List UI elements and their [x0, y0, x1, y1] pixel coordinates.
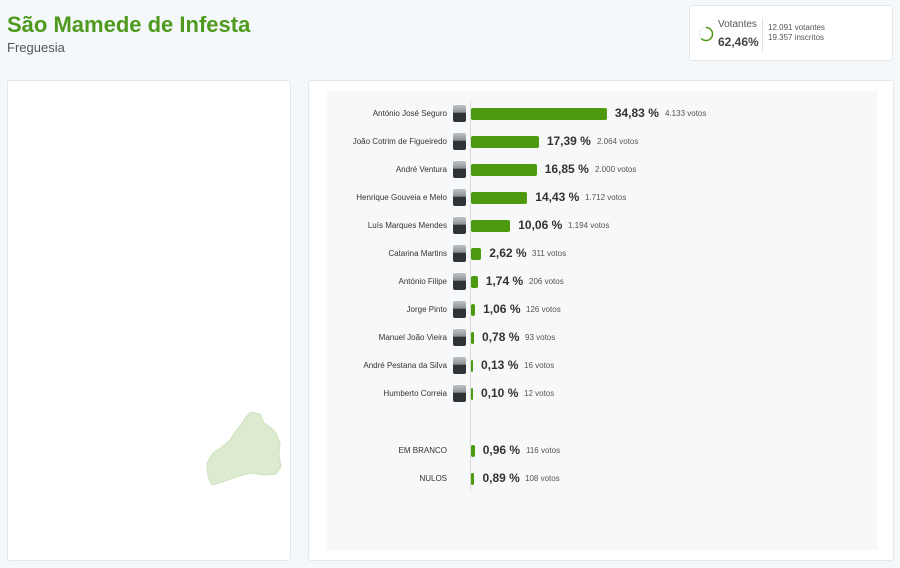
result-row[interactable]: Catarina Martins 2,62 % 311 votos	[327, 245, 877, 263]
result-percent: 0,78 %	[482, 330, 520, 344]
result-bar	[471, 164, 537, 176]
result-bar	[471, 304, 476, 316]
result-bar	[471, 220, 511, 232]
divider	[762, 18, 763, 52]
result-bar	[471, 276, 478, 288]
candidate-name: António Filipe	[398, 277, 447, 286]
result-percent: 0,10 %	[481, 386, 519, 400]
turnout-card: Votantes 62,46% 12.091 votantes 19.357 i…	[689, 5, 893, 61]
result-row[interactable]: Jorge Pinto 1,06 % 126 votos	[327, 301, 877, 319]
result-votes: 116 votos	[526, 446, 561, 455]
result-percent: 0,13 %	[481, 358, 519, 372]
result-row[interactable]: Manuel João Vieira 0,78 % 93 votos	[327, 329, 877, 347]
parish-map[interactable]	[8, 81, 292, 562]
candidate-photo	[453, 357, 466, 374]
result-bar	[471, 388, 473, 400]
result-percent: 0,89 %	[482, 471, 520, 485]
axis-line	[470, 101, 471, 491]
turnout-label: Votantes	[718, 19, 757, 30]
results-panel: António José Seguro 34,83 % 4.133 votos Joã…	[308, 80, 894, 561]
result-votes: 2.064 votos	[597, 137, 639, 146]
result-bar	[471, 192, 528, 204]
result-bar	[471, 473, 475, 485]
result-votes: 16 votos	[524, 361, 555, 370]
result-percent: 1,74 %	[485, 274, 524, 288]
result-bar	[471, 332, 475, 344]
result-percent: 1,06 %	[483, 302, 521, 316]
candidate-photo	[453, 161, 466, 178]
result-bar	[471, 360, 473, 372]
candidate-name: André Ventura	[395, 165, 447, 174]
registered-count: 19.357 inscritos	[768, 33, 825, 42]
candidate-name: Manuel João Vieira	[378, 333, 447, 342]
result-row[interactable]: Humberto Correia 0,10 % 12 votos	[327, 385, 877, 403]
result-percent: 14,43 %	[535, 190, 580, 204]
result-row[interactable]: Luís Marques Mendes 10,06 % 1.194 votos	[327, 217, 877, 235]
result-percent: 34,83 %	[614, 106, 659, 120]
candidate-photo	[453, 217, 466, 234]
result-votes: 206 votos	[529, 277, 564, 286]
candidate-name: EM BRANCO	[398, 446, 447, 455]
voters-count: 12.091 votantes	[768, 23, 825, 32]
candidate-name: Henrique Gouveia e Melo	[356, 193, 447, 202]
candidate-photo	[453, 385, 466, 402]
map-panel	[7, 80, 291, 561]
result-row[interactable]: André Pestana da Silva 0,13 % 16 votos	[327, 357, 877, 375]
result-row[interactable]: EM BRANCO 0,96 % 116 votos	[327, 442, 877, 460]
turnout-percent: 62,46%	[718, 35, 759, 49]
result-row[interactable]: António José Seguro 34,83 % 4.133 votos	[327, 105, 877, 123]
result-row[interactable]: João Cotrim de Figueiredo 17,39 % 2.064 vo…	[327, 133, 877, 151]
candidate-name: Luís Marques Mendes	[367, 221, 447, 230]
result-votes: 93 votos	[525, 333, 556, 342]
candidate-name: NULOS	[419, 474, 447, 483]
result-bar	[471, 136, 539, 148]
candidate-name: João Cotrim de Figueiredo	[352, 137, 447, 146]
result-votes: 311 votos	[532, 249, 567, 258]
page-subtitle: Freguesia	[7, 40, 65, 55]
result-row[interactable]: André Ventura 16,85 % 2.000 votos	[327, 161, 877, 179]
result-percent: 0,96 %	[482, 443, 521, 457]
candidate-photo	[453, 273, 466, 290]
candidate-name: Humberto Correia	[383, 389, 447, 398]
candidate-photo	[453, 329, 466, 346]
page-title: São Mamede de Infesta	[7, 12, 251, 37]
result-votes: 2.000 votos	[595, 165, 637, 174]
candidate-name: António José Seguro	[372, 109, 447, 118]
result-percent: 16,85 %	[544, 162, 589, 176]
result-votes: 1.194 votos	[568, 221, 610, 230]
result-votes: 4.133 votos	[665, 109, 707, 118]
result-bar	[471, 248, 482, 260]
result-votes: 126 votos	[526, 305, 561, 314]
result-row[interactable]: Henrique Gouveia e Melo 14,43 % 1.712 voto…	[327, 189, 877, 207]
candidate-photo	[453, 105, 466, 122]
result-bar	[471, 108, 607, 120]
candidate-name: André Pestana da Silva	[363, 361, 447, 370]
candidate-name: Catarina Martins	[388, 249, 447, 258]
result-row[interactable]: António Filipe 1,74 % 206 votos	[327, 273, 877, 291]
result-votes: 1.712 votos	[585, 193, 627, 202]
turnout-ring-icon	[698, 26, 714, 42]
result-votes: 108 votos	[525, 474, 560, 483]
result-votes: 12 votos	[524, 389, 555, 398]
candidate-name: Jorge Pinto	[406, 305, 447, 314]
candidate-photo	[453, 189, 466, 206]
results-chart: António José Seguro 34,83 % 4.133 votos Joã…	[327, 91, 877, 550]
candidate-photo	[453, 133, 466, 150]
result-row[interactable]: NULOS 0,89 % 108 votos	[327, 470, 877, 488]
result-percent: 10,06 %	[518, 218, 563, 232]
candidate-photo	[453, 301, 466, 318]
result-percent: 2,62 %	[489, 246, 527, 260]
candidate-photo	[453, 245, 466, 262]
result-bar	[471, 445, 475, 457]
result-percent: 17,39 %	[546, 134, 591, 148]
